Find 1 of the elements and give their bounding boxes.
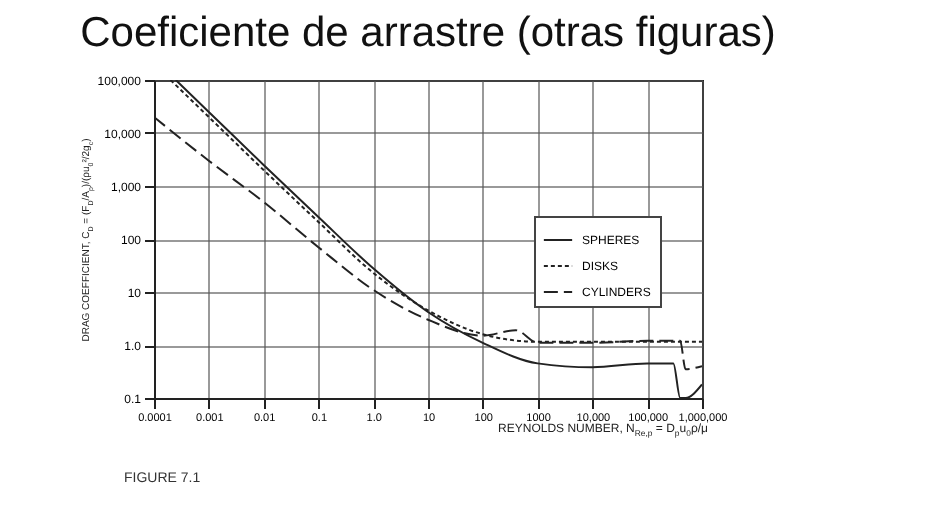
chart-title: Coeficiente de arrastre (otras figuras) bbox=[80, 10, 776, 56]
